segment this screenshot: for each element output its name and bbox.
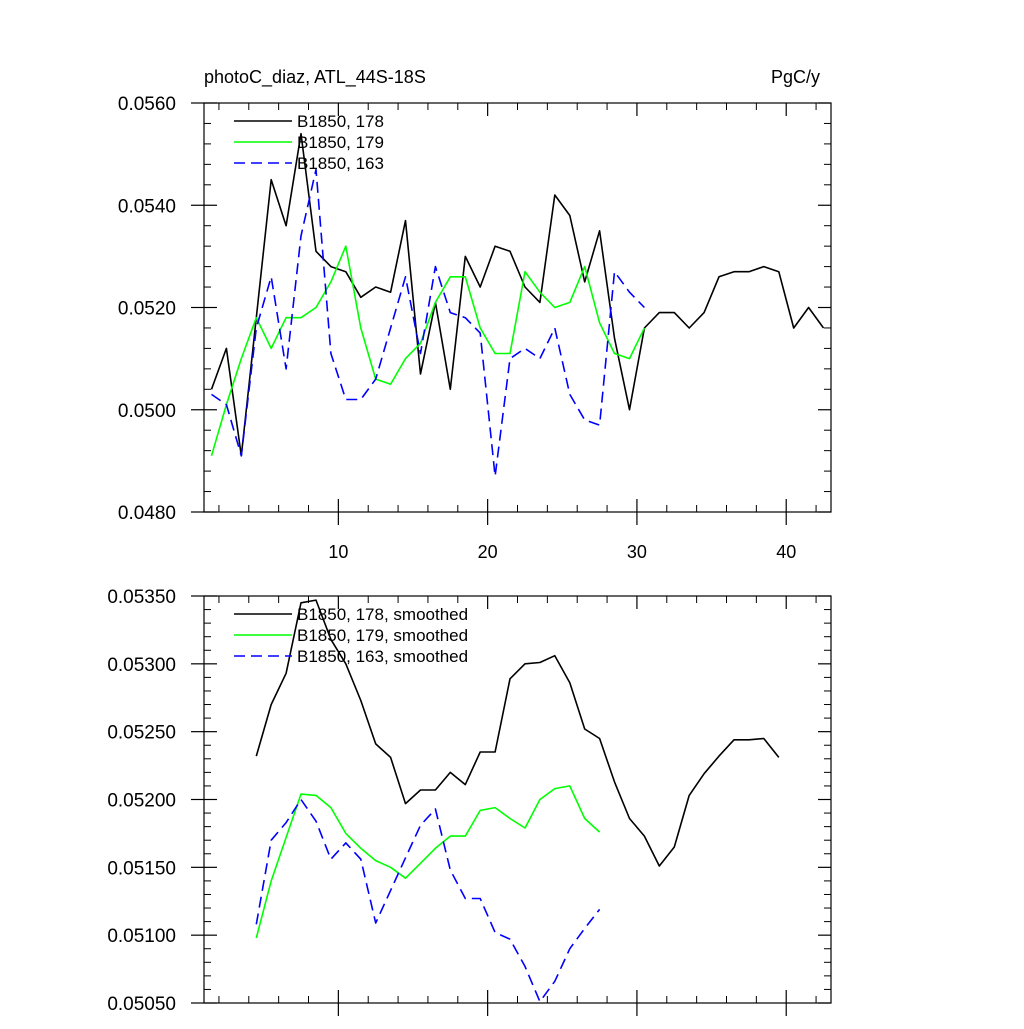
y-tick-label: 0.05200 [107, 791, 176, 812]
legend-label-1: B1850, 178 [297, 112, 384, 131]
y-tick-label: 0.05050 [107, 994, 176, 1015]
legend-label-1: B1850, 178, smoothed [297, 605, 468, 624]
chart-1-title: photoC_diaz, ATL_44S-18S [204, 67, 426, 88]
legend-label-3: B1850, 163, smoothed [297, 647, 468, 666]
y-tick-label: 0.05150 [107, 858, 176, 879]
y-tick-label: 0.0480 [118, 503, 176, 524]
x-tick-label: 10 [328, 542, 348, 562]
legend-label-2: B1850, 179 [297, 133, 384, 152]
legend-label-3: B1850, 163 [297, 154, 384, 173]
y-tick-label: 0.0560 [118, 94, 176, 115]
x-tick-label: 40 [776, 542, 796, 562]
series-line-1 [210, 132, 825, 457]
y-tick-label: 0.05300 [107, 655, 176, 676]
legend-label-2: B1850, 179, smoothed [297, 626, 468, 645]
chart-1-units: PgC/y [771, 67, 820, 87]
series-line-3 [211, 168, 645, 478]
y-tick-label: 0.05250 [107, 723, 176, 744]
x-tick-label: 30 [627, 542, 647, 562]
y-tick-label: 0.0500 [118, 401, 176, 422]
series-line-2 [255, 785, 601, 939]
series-line-2 [210, 245, 646, 457]
x-tick-label: 20 [478, 542, 498, 562]
y-tick-label: 0.0540 [118, 196, 176, 217]
y-tick-label: 0.05350 [107, 587, 176, 608]
y-tick-label: 0.05100 [107, 926, 176, 947]
panel-top: 10 20 30 40 0.0480 0.0500 0.0520 0.0540 0.0560 B1… [118, 94, 832, 562]
panel-bottom: 0.05050 0.05100 0.05150 0.05200 0.05250 0.053… [107, 587, 832, 1016]
series-line-3 [255, 798, 601, 1003]
y-tick-label: 0.0520 [118, 299, 176, 320]
series-line-1 [255, 599, 780, 867]
